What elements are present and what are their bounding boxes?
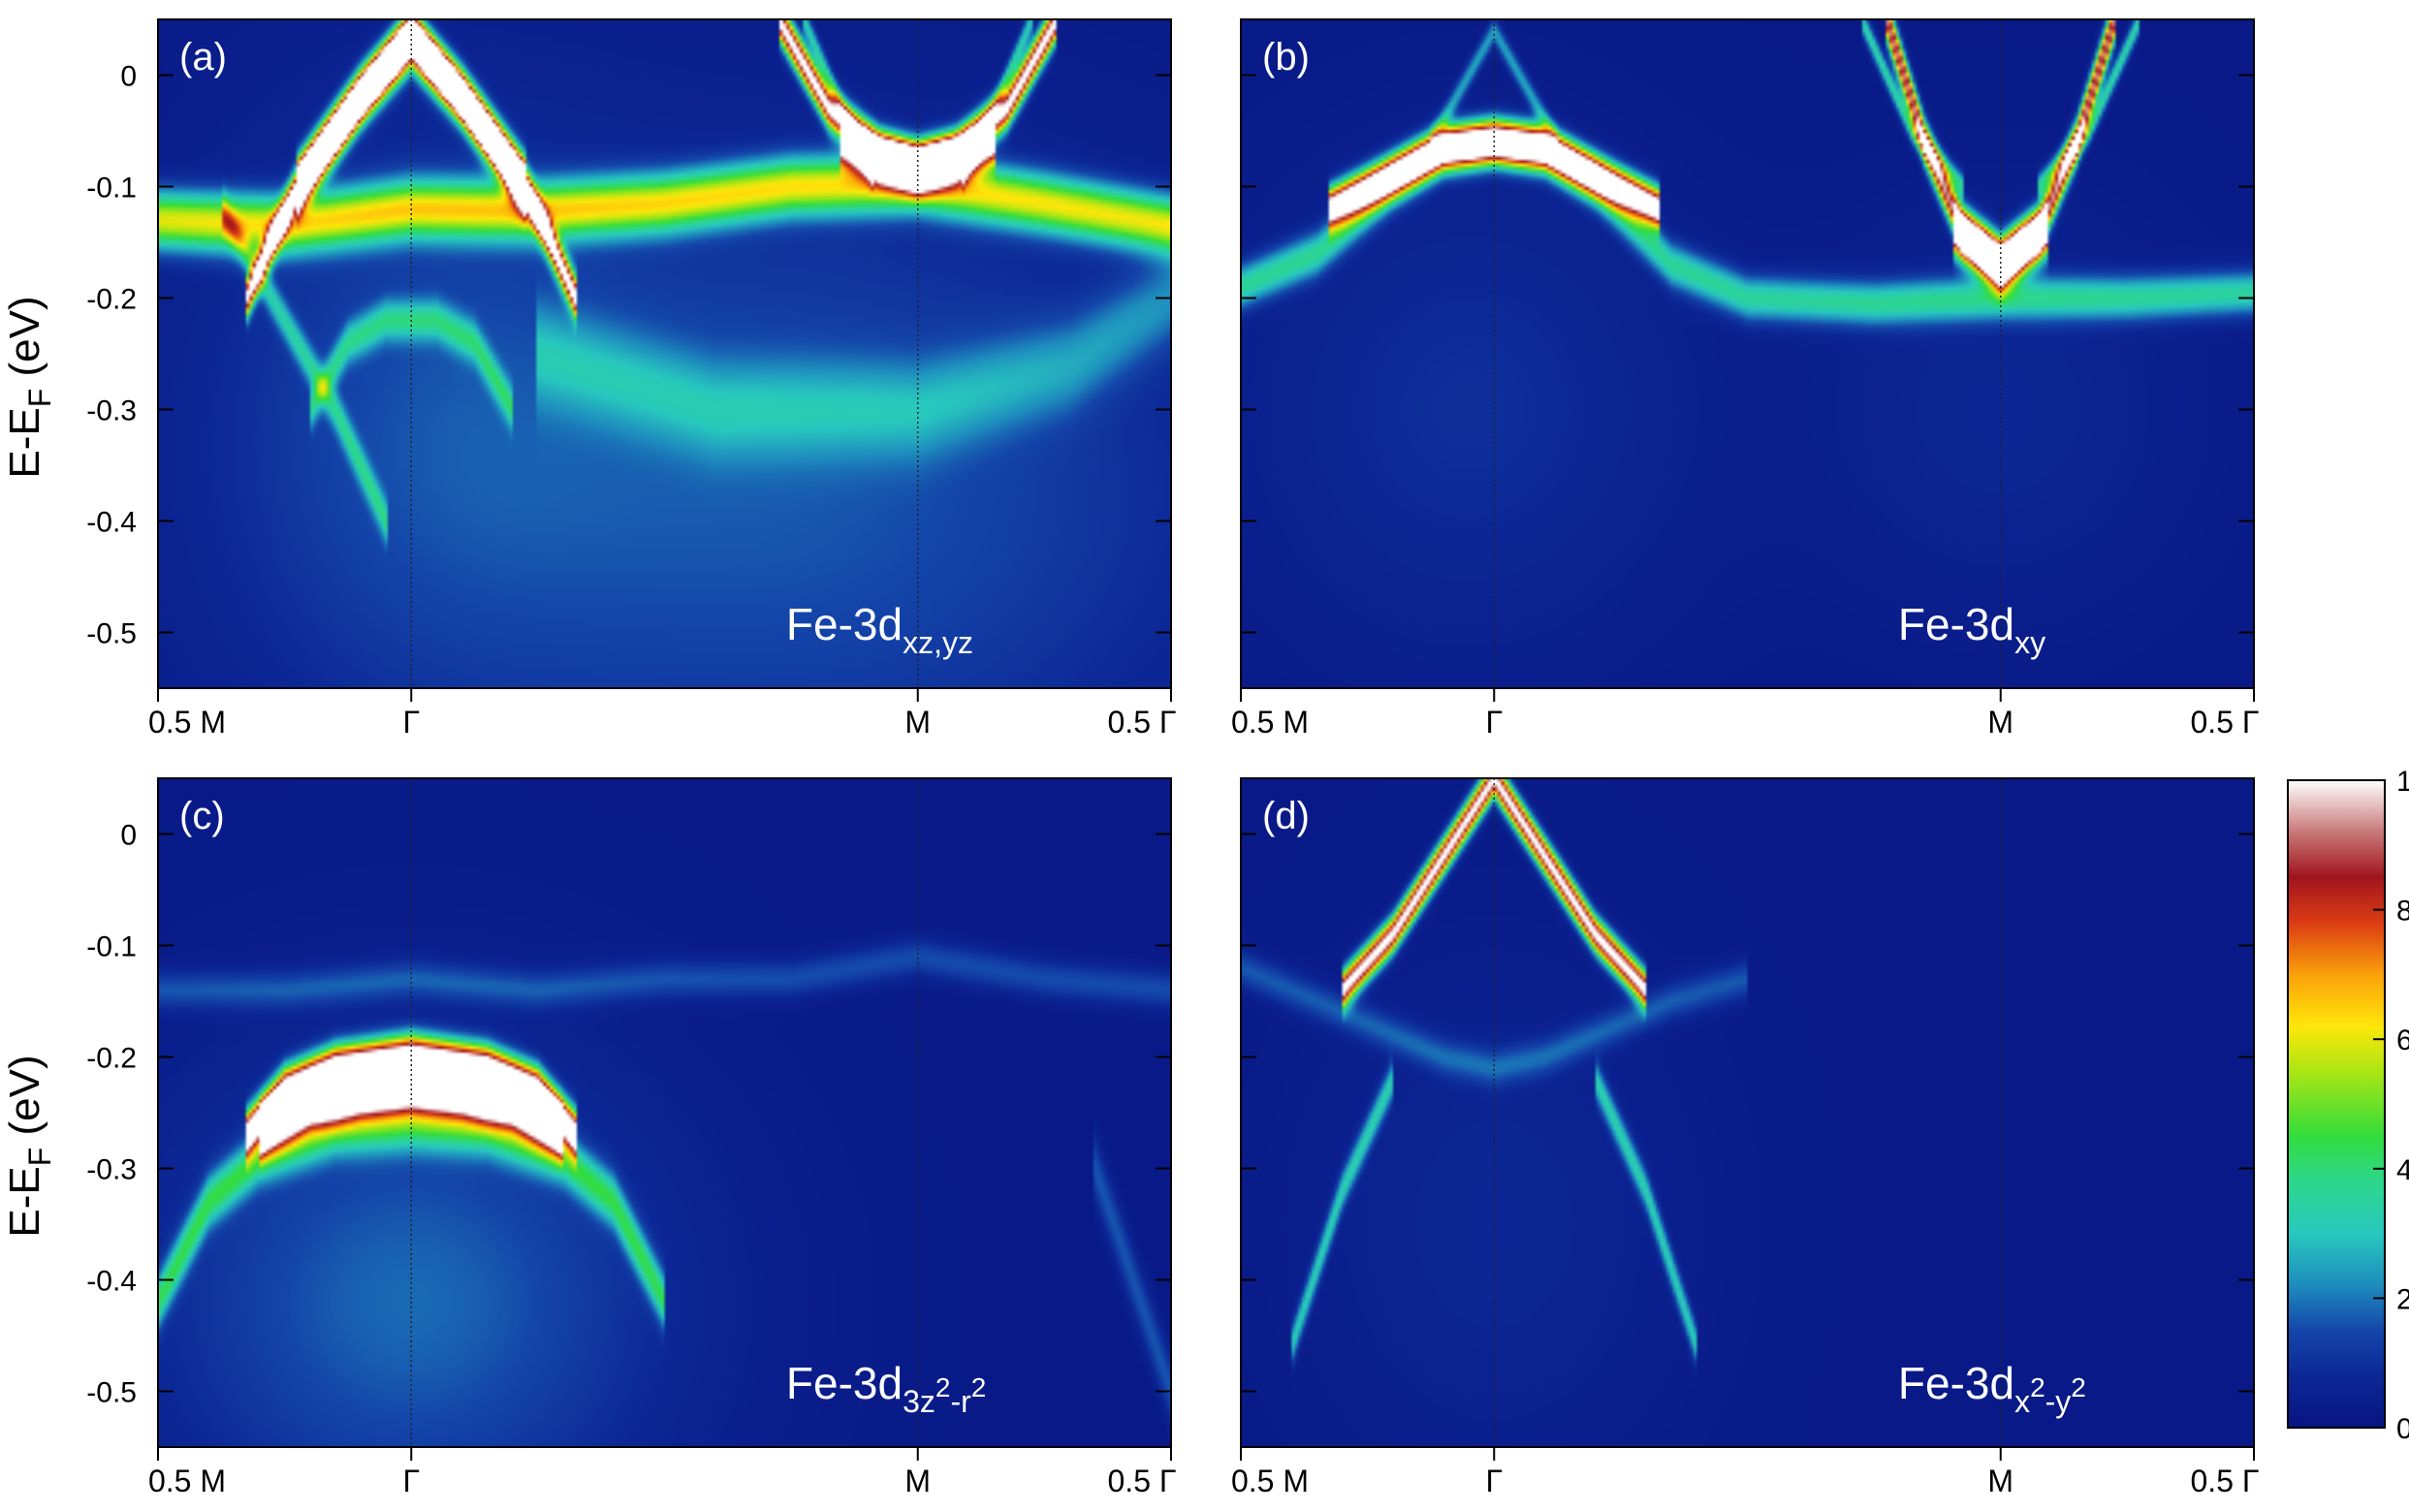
orbital-label: Fe-3dxy (1898, 599, 2045, 660)
orbital-label-sup2: 2 (2071, 1372, 2086, 1402)
x-tick-label: 0.5 Γ (2191, 705, 2260, 740)
orbital-label-sub2: -r (950, 1384, 971, 1419)
y-tick-label: -0.4 (86, 507, 137, 539)
plot-frame (1240, 777, 2255, 1448)
colorbar-tick-label: 8 (2396, 896, 2409, 928)
y-axis-label: E-EF (eV) (1, 296, 57, 478)
y-tick-label: -0.5 (86, 1377, 137, 1409)
heatmap-image (158, 19, 1171, 688)
x-tick-label: M (904, 705, 931, 740)
heatmap-panel: 0 -0.1 -0.2 -0.3 -0.4 -0.5 0.5 M Γ M 0.5 Γ (a) Fe-3… (1, 18, 1177, 740)
x-tick-label: M (904, 1464, 931, 1498)
orbital-label-sub: 3z (903, 1384, 935, 1419)
x-tick-label: M (1987, 1464, 2013, 1498)
colorbar-tick-label: 2 (2396, 1283, 2409, 1315)
x-tick-label: Γ (402, 705, 420, 740)
orbital-label-base: Fe-3d (1898, 599, 2014, 649)
orbital-label: Fe-3dxz,yz (786, 599, 973, 660)
x-tick-label: 0.5 M (148, 1464, 226, 1498)
y-tick-label: 0 (120, 820, 137, 852)
x-tick-label: 0.5 Γ (1108, 705, 1177, 740)
y-tick-label: -0.4 (86, 1266, 137, 1298)
x-tick-label: 0.5 Γ (1108, 1464, 1177, 1498)
x-tick-label: 0.5 M (1231, 1464, 1309, 1498)
x-tick-label: Γ (402, 1464, 420, 1498)
colorbar-tick-label: 6 (2396, 1024, 2409, 1056)
orbital-label-base: Fe-3d (1898, 1358, 2014, 1408)
orbital-label-base: Fe-3d (786, 1358, 903, 1408)
colorbar: 10 8 6 4 2 0 (2287, 766, 2409, 1445)
colorbar-tick-label: 10 (2396, 766, 2409, 798)
orbital-label-sub: xz,yz (903, 625, 973, 660)
y-tick-label: -0.5 (86, 618, 137, 650)
panel-label: (b) (1262, 36, 1310, 79)
x-tick-label: Γ (1485, 705, 1503, 740)
panel-label: (d) (1262, 795, 1310, 837)
plot-frame (157, 777, 1172, 1448)
panel-label: (c) (179, 795, 225, 837)
orbital-label-sup: 2 (2030, 1372, 2045, 1402)
x-tick-label: 0.5 M (148, 705, 226, 740)
panel-label: (a) (179, 36, 227, 79)
orbital-label-sub: xy (2014, 625, 2045, 660)
y-tick-label: -0.1 (86, 931, 137, 963)
y-tick-label: -0.3 (86, 395, 137, 427)
x-tick-label: 0.5 Γ (2191, 1464, 2260, 1498)
x-tick-label: M (1987, 705, 2013, 740)
y-axis-label: E-EF (eV) (1, 1055, 57, 1237)
y-tick-label: -0.2 (86, 284, 137, 316)
colorbar-tick-label: 0 (2396, 1413, 2409, 1445)
orbital-label-sup: 2 (935, 1372, 951, 1402)
orbital-label-sup2: 2 (971, 1372, 987, 1402)
x-tick-label: 0.5 M (1231, 705, 1309, 740)
colorbar-tick-label: 4 (2396, 1154, 2409, 1186)
orbital-label: Fe-3dx2-y2 (1898, 1358, 2086, 1419)
plot-frame (157, 18, 1172, 689)
heatmap-panel: 0 -0.1 -0.2 -0.3 -0.4 -0.5 0.5 M Γ M 0.5 Γ (c) Fe-3… (1, 777, 1177, 1498)
heatmap-panel: 0.5 M Γ M 0.5 Γ (b) Fe-3dxy (1231, 18, 2260, 740)
colorbar-gradient (2287, 779, 2386, 1429)
orbital-label-sub2: -y (2045, 1384, 2072, 1419)
orbital-label: Fe-3d3z2-r2 (786, 1358, 986, 1419)
plot-frame (1240, 18, 2255, 689)
orbital-label-sub: x (2014, 1384, 2030, 1419)
heatmap-image (1241, 19, 2254, 688)
y-tick-label: 0 (120, 61, 137, 93)
y-tick-label: -0.1 (86, 173, 137, 205)
orbital-label-base: Fe-3d (786, 599, 903, 649)
y-tick-label: -0.2 (86, 1043, 137, 1075)
heatmap-panel: 0.5 M Γ M 0.5 Γ(d)Fe-3dx2-y2 (1231, 777, 2260, 1498)
heatmap-image (1241, 778, 2254, 1447)
x-tick-label: Γ (1485, 1464, 1503, 1498)
heatmap-image (158, 778, 1171, 1447)
y-tick-label: -0.3 (86, 1154, 137, 1186)
